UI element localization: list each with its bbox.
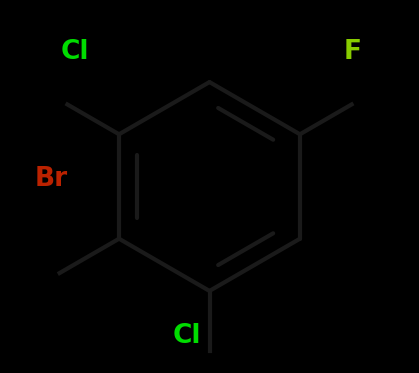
Text: F: F xyxy=(344,39,362,65)
Text: Br: Br xyxy=(34,166,67,192)
Text: Cl: Cl xyxy=(172,323,201,349)
Text: Cl: Cl xyxy=(60,39,89,65)
